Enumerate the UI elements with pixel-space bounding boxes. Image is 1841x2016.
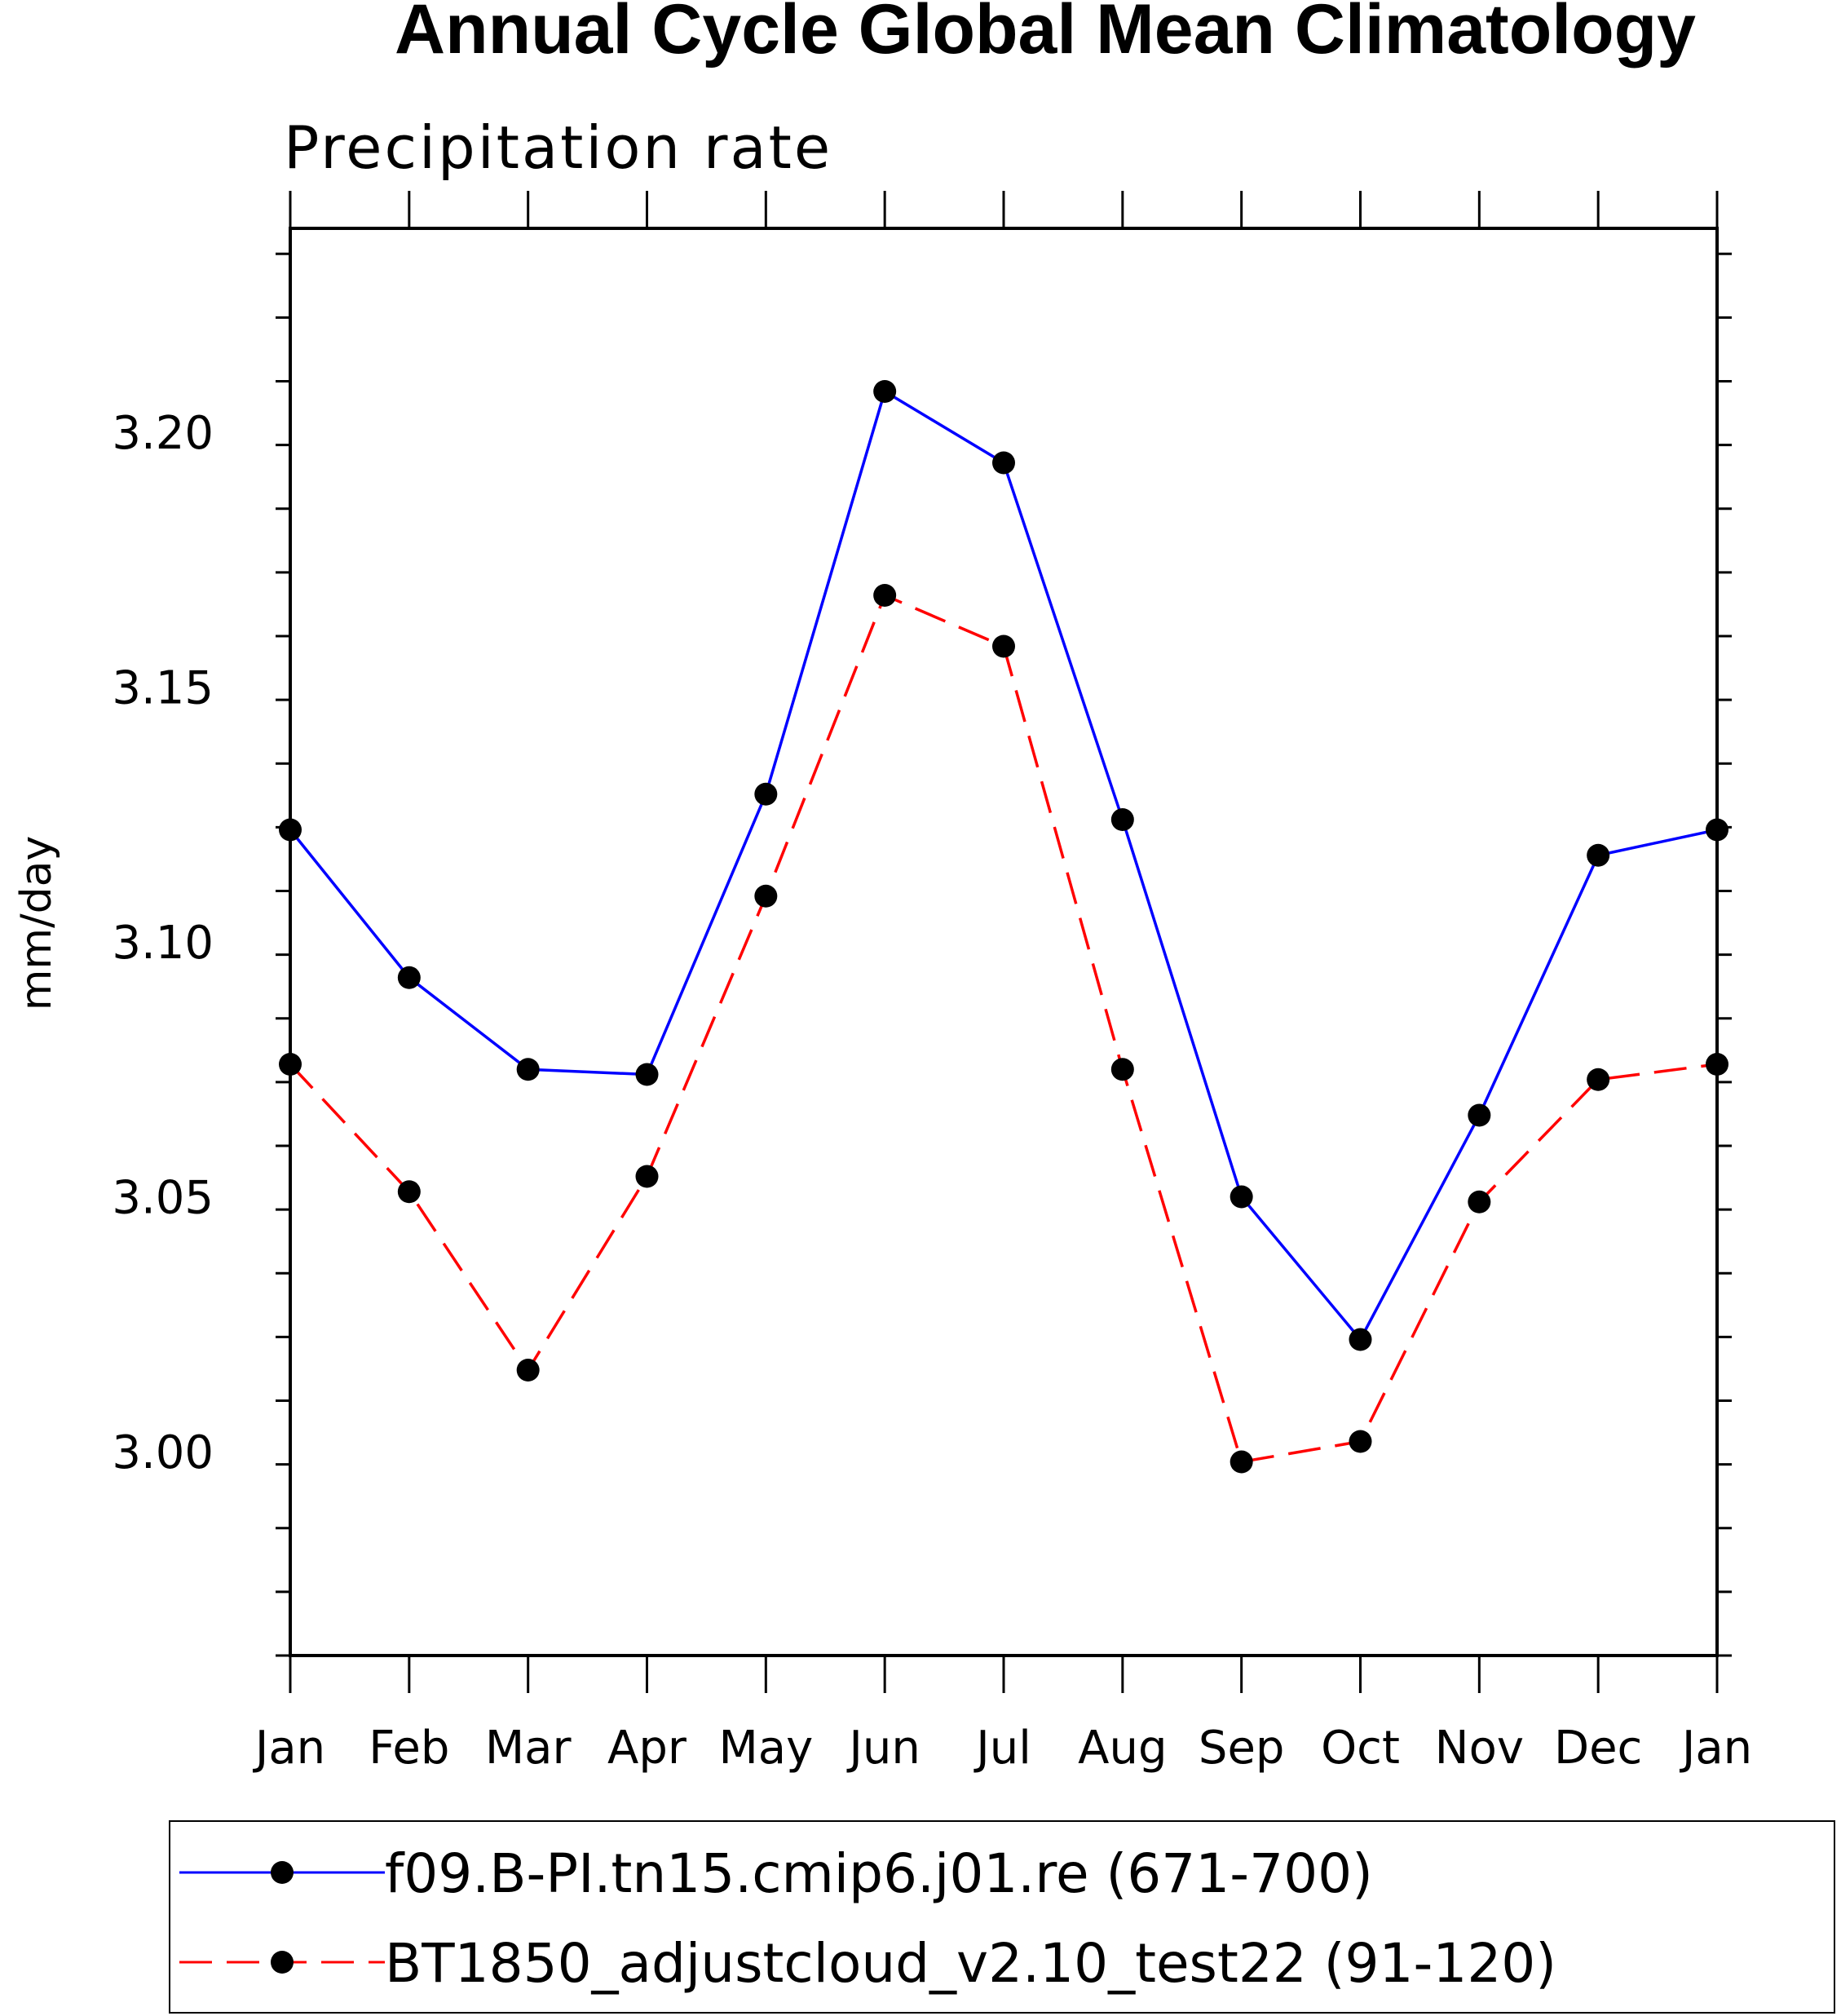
data-point-series-2 bbox=[754, 884, 778, 908]
data-point-series-1 bbox=[516, 1058, 540, 1081]
data-point-series-2 bbox=[1110, 1058, 1134, 1081]
data-markers bbox=[279, 380, 1728, 1474]
plot-frame bbox=[289, 227, 1719, 1657]
x-tick-label: Mar bbox=[485, 1722, 572, 1775]
data-point-series-1 bbox=[992, 451, 1015, 475]
data-point-series-1 bbox=[754, 782, 778, 806]
legend: f09.B-PI.tn15.cmip6.j01.re (671-700) BT1… bbox=[169, 1820, 1835, 2014]
legend-label-series-1: f09.B-PI.tn15.cmip6.j01.re (671-700) bbox=[385, 1842, 1373, 1905]
tick-labels: Jan Feb Mar Apr May Jun Jul Aug Sep Oct Nov Dec Jan 3… bbox=[112, 407, 1752, 1775]
x-tick-label: May bbox=[718, 1722, 813, 1775]
chart-title: Annual Cycle Global Mean Climatology bbox=[395, 0, 1696, 69]
data-point-series-1 bbox=[1587, 843, 1610, 867]
x-tick-label: Jun bbox=[846, 1722, 920, 1775]
data-point-series-2 bbox=[279, 1053, 302, 1076]
x-tick-label: Jul bbox=[973, 1722, 1031, 1775]
y-tick-label: 3.05 bbox=[112, 1172, 214, 1225]
x-tick-label: Jan bbox=[1680, 1722, 1752, 1775]
data-point-series-1 bbox=[1706, 818, 1728, 842]
x-tick-label: Oct bbox=[1321, 1722, 1400, 1775]
data-point-series-1 bbox=[1110, 808, 1134, 831]
data-point-series-2 bbox=[1230, 1450, 1253, 1474]
data-point-series-1 bbox=[279, 818, 302, 842]
data-point-series-2 bbox=[992, 634, 1015, 658]
y-tick-label: 3.10 bbox=[112, 917, 214, 970]
x-tick-label: Nov bbox=[1435, 1722, 1524, 1775]
data-point-series-2 bbox=[1706, 1053, 1728, 1076]
y-tick-label: 3.20 bbox=[112, 407, 214, 460]
x-tick-label: Aug bbox=[1078, 1722, 1167, 1775]
data-point-series-2 bbox=[397, 1180, 421, 1204]
y-tick-label: 3.15 bbox=[112, 662, 214, 715]
series-line-1 bbox=[289, 390, 1718, 1342]
x-tick-label: Dec bbox=[1554, 1722, 1642, 1775]
data-point-series-1 bbox=[1349, 1328, 1372, 1351]
x-tick-label: Feb bbox=[369, 1722, 449, 1775]
data-point-series-2 bbox=[516, 1359, 540, 1382]
legend-box bbox=[169, 1820, 1835, 2014]
series-lines bbox=[289, 390, 1718, 1464]
legend-marker-series-1 bbox=[271, 1861, 294, 1884]
data-point-series-2 bbox=[1468, 1190, 1491, 1214]
legend-marker-series-2 bbox=[271, 1951, 294, 1974]
data-point-series-2 bbox=[1349, 1430, 1372, 1453]
data-point-series-1 bbox=[635, 1063, 659, 1086]
y-axis-title: mm/day bbox=[12, 836, 61, 1010]
chart-subtitle: Precipitation rate bbox=[284, 113, 832, 182]
x-tick-label: Jan bbox=[253, 1722, 325, 1775]
data-point-series-2 bbox=[635, 1165, 659, 1188]
data-point-series-2 bbox=[1587, 1068, 1610, 1091]
data-point-series-1 bbox=[397, 966, 421, 989]
data-point-series-1 bbox=[1230, 1185, 1253, 1209]
x-tick-label: Apr bbox=[607, 1722, 687, 1775]
axis-ticks bbox=[276, 191, 1732, 1693]
legend-label-series-2: BT1850_adjustcloud_v2.10_test22 (91-120) bbox=[385, 1932, 1556, 1995]
y-tick-label: 3.00 bbox=[112, 1426, 214, 1479]
series-line-2 bbox=[289, 594, 1718, 1464]
x-tick-label: Sep bbox=[1199, 1722, 1285, 1775]
data-point-series-1 bbox=[873, 380, 897, 403]
data-point-series-1 bbox=[1468, 1103, 1491, 1127]
data-point-series-2 bbox=[873, 584, 897, 607]
